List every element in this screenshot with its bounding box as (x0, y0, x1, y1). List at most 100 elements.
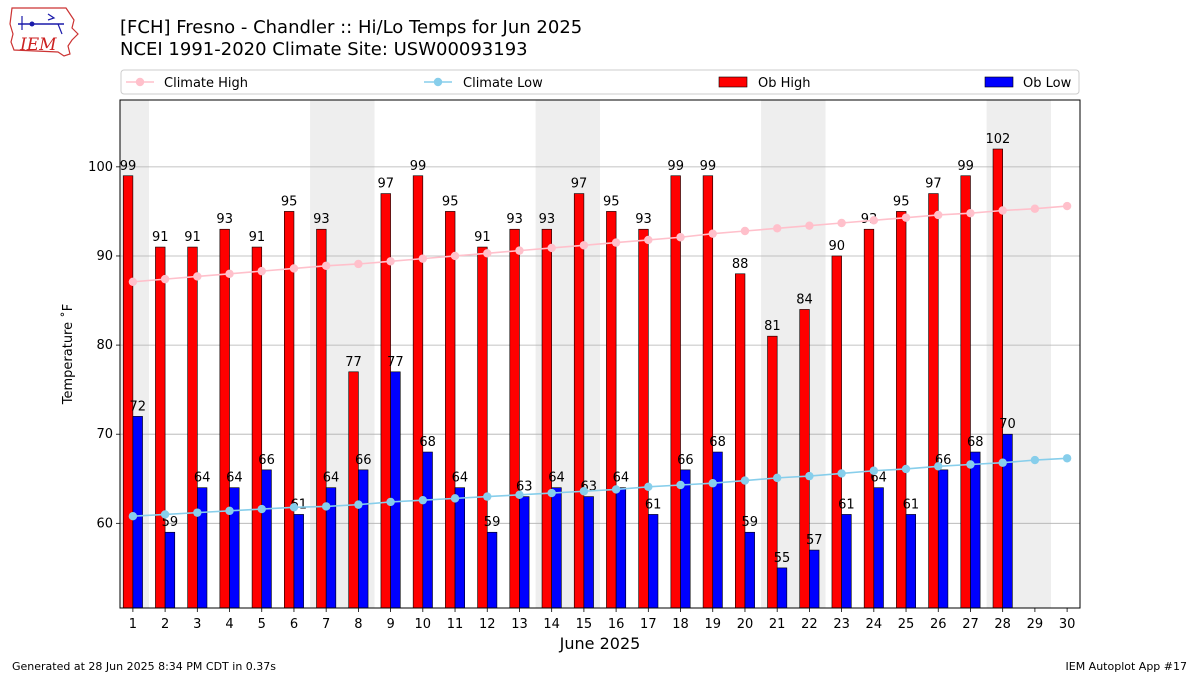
x-tick-label: 16 (608, 617, 625, 632)
climate-high-point (386, 257, 395, 266)
ob-low-bar (776, 567, 788, 609)
climate-low-point (676, 480, 685, 490)
ob-low-bar (261, 469, 272, 609)
ob-high-label: 97 (377, 177, 394, 192)
ob-low-bar (809, 549, 820, 609)
ob-high-label: 97 (571, 177, 588, 192)
climate-high-point (257, 266, 266, 276)
ob-low-bar (197, 487, 208, 609)
ob-low-bar (712, 451, 723, 609)
climate-low-point (869, 466, 879, 475)
ob-high-label: 93 (635, 212, 652, 227)
ob-low-label: 66 (677, 453, 694, 468)
climate-high-point (772, 224, 782, 233)
ob-high-bar (831, 255, 842, 609)
ob-low-bar (293, 514, 304, 609)
ob-high-bar (928, 193, 939, 609)
y-tick-label: 80 (96, 338, 113, 353)
ob-high-label: 99 (120, 159, 137, 174)
ob-low-bar (744, 531, 755, 609)
climate-high-point (837, 218, 846, 228)
ob-low-bar (132, 416, 143, 609)
climate-high-point (869, 216, 879, 225)
x-tick-label: 8 (354, 617, 362, 632)
climate-low-point (772, 473, 782, 483)
ob-high-label: 95 (603, 194, 620, 209)
y-tick-label: 90 (96, 249, 113, 264)
ob-low-label: 61 (903, 497, 920, 512)
x-axis-label: June 2025 (559, 634, 641, 653)
ob-low-bar (905, 514, 917, 609)
x-tick-label: 15 (576, 617, 593, 632)
climate-high-point (611, 238, 621, 247)
climate-low-line (132, 457, 1068, 518)
ob-high-label: 99 (667, 159, 684, 174)
x-tick-label: 3 (193, 617, 201, 632)
ob-low-label: 64 (452, 471, 469, 486)
ob-high-label: 93 (313, 212, 330, 227)
ob-low-bar (680, 469, 691, 609)
legend-ob-high-label: Ob High (758, 76, 811, 91)
ob-low-bar (583, 496, 594, 609)
ob-low-label: 55 (774, 551, 791, 566)
ob-high-label: 91 (249, 230, 266, 245)
ob-high-bar (767, 335, 778, 609)
climate-low-point (321, 502, 331, 511)
ob-low-bar (937, 469, 949, 609)
ob-high-bar (960, 175, 971, 609)
ob-high-bar (348, 371, 359, 609)
x-tick-label: 13 (511, 617, 528, 632)
ob-low-bar (486, 531, 498, 609)
climate-low-point (128, 512, 138, 521)
x-tick-label: 10 (415, 617, 432, 632)
climate-high-point (644, 235, 653, 245)
x-tick-label: 14 (543, 617, 560, 632)
climate-low-point (289, 503, 299, 512)
ob-high-label: 99 (957, 159, 974, 174)
ob-low-bar (422, 451, 433, 609)
ob-low-label: 70 (999, 417, 1016, 432)
ob-low-label: 68 (419, 435, 436, 450)
climate-high-point (805, 221, 814, 230)
climate-high-point (354, 259, 363, 269)
ob-low-label: 72 (129, 399, 146, 414)
legend-box (120, 69, 1080, 95)
climate-low-point (805, 471, 814, 481)
app-credit: IEM Autoplot App #17 (1065, 660, 1188, 673)
ob-high-label: 81 (764, 319, 781, 334)
climate-low-point (547, 488, 556, 498)
ob-high-bar (380, 193, 391, 609)
ob-low-label: 64 (194, 471, 211, 486)
climate-high-point (128, 277, 138, 287)
climate-low-point (998, 458, 1007, 467)
ob-high-label: 97 (925, 177, 942, 192)
climate-low-point (257, 504, 266, 514)
legend-ob-low-label: Ob Low (1023, 76, 1072, 91)
plot-frame (119, 99, 1081, 609)
ob-high-bar (573, 193, 585, 609)
ob-low-bar (229, 487, 240, 609)
ob-high-bar (799, 309, 810, 609)
logo-text: IEM (19, 35, 57, 55)
climate-high-point (547, 243, 556, 253)
ob-low-label: 59 (742, 515, 759, 530)
climate-high-point (515, 246, 524, 255)
ob-low-bar (841, 514, 852, 609)
ob-low-bar (519, 496, 530, 609)
climate-high-line (132, 205, 1068, 283)
x-tick-label: 23 (833, 617, 850, 632)
ob-low-bar (551, 487, 562, 609)
ob-high-bar (251, 246, 263, 609)
climate-high-point (676, 233, 685, 242)
x-tick-label: 28 (994, 617, 1011, 632)
x-tick-label: 1 (129, 617, 137, 632)
climate-low-point (515, 490, 524, 500)
ob-high-label: 93 (539, 212, 556, 227)
climate-low-point (450, 494, 460, 503)
ob-low-label: 64 (613, 471, 630, 486)
climate-high-point (483, 249, 492, 258)
ob-high-bar (155, 246, 166, 609)
legend-ob-low-swatch (984, 76, 1014, 88)
climate-high-point (193, 272, 202, 281)
